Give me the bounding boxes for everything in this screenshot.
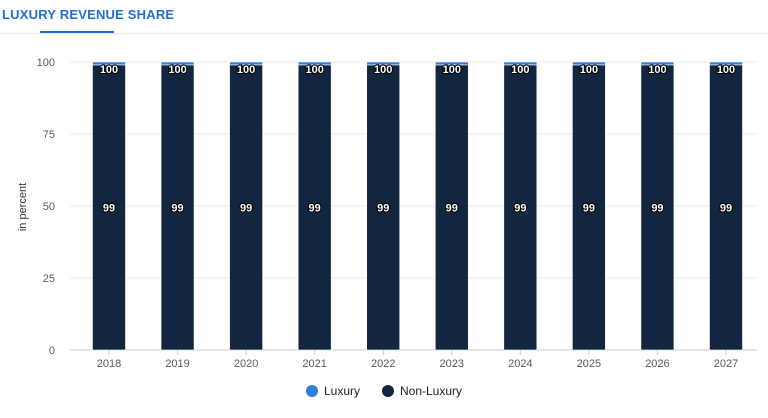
data-label-non-luxury: 99 xyxy=(103,202,115,214)
x-tick-label: 2025 xyxy=(577,358,601,370)
data-label-total: 100 xyxy=(443,64,461,76)
bar-luxury xyxy=(434,61,469,66)
data-label-total: 100 xyxy=(580,64,598,76)
legend-swatch-non-luxury xyxy=(382,385,394,397)
legend-item-luxury[interactable]: Luxury xyxy=(305,384,360,398)
bar-luxury xyxy=(503,61,538,66)
x-tick-label: 2022 xyxy=(371,358,395,370)
x-tick-label: 2027 xyxy=(714,358,738,370)
bar-luxury xyxy=(92,61,126,66)
y-axis-label: in percent xyxy=(17,183,29,231)
data-label-total: 100 xyxy=(648,64,666,76)
x-tick-label: 2021 xyxy=(302,358,326,370)
x-tick-label: 2019 xyxy=(165,358,189,370)
data-label-total: 100 xyxy=(511,64,529,76)
bar-luxury xyxy=(640,61,675,66)
data-label-non-luxury: 99 xyxy=(720,202,732,214)
x-tick-label: 2020 xyxy=(234,358,258,370)
y-tick-label: 100 xyxy=(37,57,55,69)
bar-luxury xyxy=(297,61,332,66)
bar-non-luxury xyxy=(366,64,401,351)
data-label-non-luxury: 99 xyxy=(446,202,458,214)
y-tick-label: 25 xyxy=(43,273,55,285)
x-tick-label: 2018 xyxy=(97,358,121,370)
bar-luxury xyxy=(229,61,263,66)
y-tick-label: 0 xyxy=(49,345,55,357)
chart-title: LUXURY REVENUE SHARE xyxy=(2,7,175,22)
bar-non-luxury xyxy=(709,64,743,351)
bar-non-luxury xyxy=(572,64,606,351)
x-tick-label: 2026 xyxy=(645,358,669,370)
legend-item-non-luxury[interactable]: Non-Luxury xyxy=(382,384,462,398)
data-label-total: 100 xyxy=(717,64,735,76)
bar-luxury xyxy=(160,61,195,66)
legend-label-luxury: Luxury xyxy=(323,384,360,398)
title-divider xyxy=(0,33,768,34)
data-label-non-luxury: 99 xyxy=(309,202,321,214)
data-label-total: 100 xyxy=(237,64,255,76)
bar-non-luxury xyxy=(160,64,195,351)
bar-luxury xyxy=(709,61,743,66)
x-tick-label: 2024 xyxy=(508,358,532,370)
bar-non-luxury xyxy=(297,64,332,351)
bar-luxury xyxy=(366,61,401,66)
y-tick-label: 75 xyxy=(43,129,55,141)
y-axis-ticks: 0 25 50 75 100 xyxy=(37,57,55,357)
data-label-non-luxury: 99 xyxy=(583,202,595,214)
data-label-non-luxury: 99 xyxy=(377,202,389,214)
bar-luxury xyxy=(572,61,606,66)
data-label-total: 100 xyxy=(374,64,392,76)
x-tick-label: 2023 xyxy=(440,358,464,370)
data-label-non-luxury: 99 xyxy=(514,202,526,214)
data-label-total: 100 xyxy=(305,64,323,76)
data-label-total: 100 xyxy=(168,64,186,76)
data-label-non-luxury: 99 xyxy=(240,202,252,214)
legend-label-non-luxury: Non-Luxury xyxy=(400,384,463,398)
data-label-non-luxury: 99 xyxy=(651,202,663,214)
title-underline xyxy=(40,31,114,33)
y-tick-label: 50 xyxy=(43,201,55,213)
legend-swatch-luxury xyxy=(305,385,318,397)
legend: Luxury Non-Luxury xyxy=(0,384,768,398)
x-axis-ticks: 2018 2019 2020 2021 2022 2023 2024 2025 2026 2027 xyxy=(97,350,738,370)
bars: 99 100 99 100 99 100 99 100 99 100 99 100 99 100 99 100… xyxy=(92,61,743,351)
bar-non-luxury xyxy=(640,64,675,351)
data-label-total: 100 xyxy=(100,64,118,76)
data-label-non-luxury: 99 xyxy=(171,202,183,214)
